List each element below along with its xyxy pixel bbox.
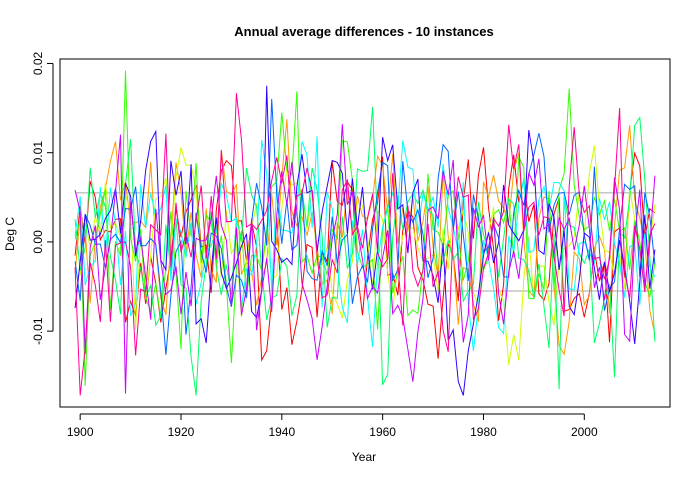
y-tick-label-3: 0.02 (31, 51, 45, 75)
y-tick-label-2: 0.01 (31, 141, 45, 165)
x-tick-label-1920: 1920 (168, 425, 195, 439)
x-axis: 1900 1920 1940 1960 1980 2000 (67, 413, 598, 439)
series-line-10 (74, 93, 656, 396)
y-axis: -0.01 0.00 0.01 0.02 (31, 51, 54, 345)
x-tick-label-1940: 1940 (268, 425, 295, 439)
x-tick-label-1980: 1980 (470, 425, 497, 439)
series-group (74, 70, 656, 396)
x-tick-label-1960: 1960 (369, 425, 396, 439)
x-axis-label: Year (352, 450, 376, 464)
series-line-8 (74, 85, 656, 396)
chart-title: Annual average differences - 10 instance… (234, 24, 493, 39)
x-tick-label-2000: 2000 (571, 425, 598, 439)
plot-frame (59, 58, 671, 408)
x-tick-label-1900: 1900 (67, 425, 94, 439)
series-line-6 (74, 136, 656, 352)
y-tick-label-1: 0.00 (31, 230, 45, 254)
series-line-5 (74, 106, 656, 396)
series-line-2 (74, 119, 656, 356)
y-axis-label: Deg C (3, 217, 17, 251)
y-tick-label-0: -0.01 (31, 317, 45, 345)
series-line-9 (74, 124, 656, 394)
